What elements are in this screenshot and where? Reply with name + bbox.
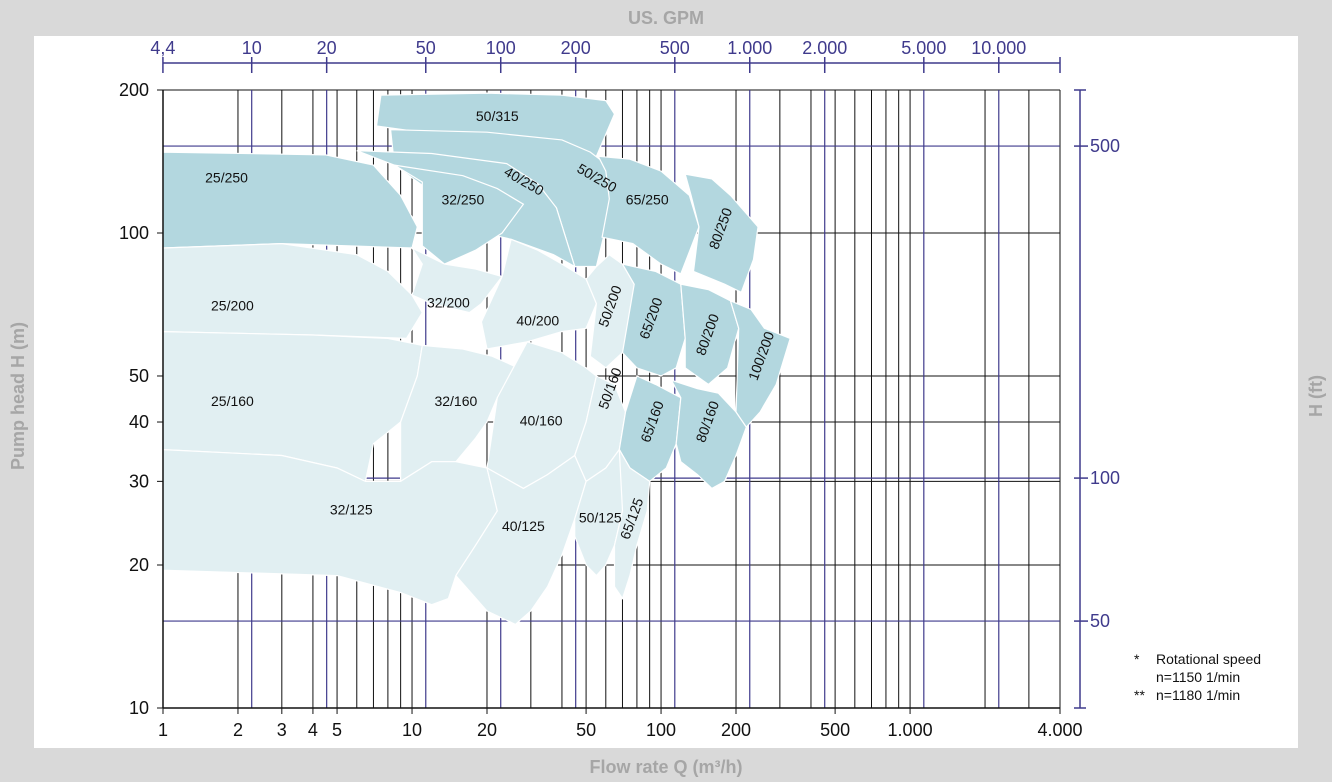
region-label: 50/315 [476, 108, 519, 124]
region-40-200 [480, 238, 598, 350]
x-tick-label: 4 [308, 720, 318, 740]
region-label: 40/125 [502, 518, 545, 534]
note-text-2: n=1150 1/min [1156, 669, 1240, 685]
note-marker-1: * [1134, 651, 1140, 667]
y-tick-label: 100 [119, 223, 149, 243]
x-tick-label: 4.000 [1037, 720, 1082, 740]
region-label: 25/160 [211, 393, 254, 409]
region-65-125 [613, 449, 651, 600]
region-label: 32/125 [330, 502, 373, 518]
y-tick-label: 50 [129, 366, 149, 386]
y-tick-label: 30 [129, 471, 149, 491]
y-tick-label: 20 [129, 555, 149, 575]
x-axis-title: Flow rate Q (m³/h) [590, 757, 743, 777]
note-text-3: n=1180 1/min [1156, 687, 1240, 703]
x-tick-label: 500 [820, 720, 850, 740]
x-tick-label: 5 [332, 720, 342, 740]
y2-tick-label: 50 [1090, 611, 1110, 631]
x2-tick-label: 200 [561, 38, 591, 58]
x2-tick-label: 500 [660, 38, 690, 58]
note-marker-3: ** [1134, 687, 1145, 703]
y2-tick-label: 500 [1090, 136, 1120, 156]
region-50-125 [574, 448, 631, 577]
x2-tick-label: 10 [242, 38, 262, 58]
x-tick-label: 50 [576, 720, 596, 740]
y-tick-label: 40 [129, 412, 149, 432]
x2-tick-label: 50 [416, 38, 436, 58]
region-65-250 [597, 155, 700, 275]
y2-axis-title: H (ft) [1306, 375, 1326, 417]
region-65-200 [621, 263, 686, 377]
region-80-250 [684, 173, 759, 294]
y-axis-title: Pump head H (m) [8, 322, 28, 470]
x2-tick-label: 2.000 [802, 38, 847, 58]
x-tick-label: 1.000 [888, 720, 933, 740]
y2-tick-label: 100 [1090, 468, 1120, 488]
region-32-200 [410, 246, 504, 314]
region-label: 25/250 [205, 170, 248, 186]
x2-tick-label: 10.000 [971, 38, 1026, 58]
speed-notes: * Rotational speed n=1150 1/min ** n=118… [1134, 651, 1261, 703]
x-tick-label: 10 [402, 720, 422, 740]
region-label: 50/125 [579, 510, 622, 526]
region-80-160 [670, 379, 747, 490]
x-tick-label: 200 [721, 720, 751, 740]
x2-tick-label: 1.000 [727, 38, 772, 58]
region-80-200 [680, 283, 740, 386]
region-label: 32/200 [427, 294, 470, 310]
x2-tick-label: 100 [486, 38, 516, 58]
x-tick-label: 2 [233, 720, 243, 740]
region-label: 65/250 [626, 191, 669, 207]
region-label: 32/160 [434, 393, 477, 409]
x2-axis-title: US. GPM [628, 8, 704, 28]
y-tick-label: 10 [129, 698, 149, 718]
region-40-125 [455, 454, 587, 626]
x-tick-label: 1 [158, 720, 168, 740]
x-tick-label: 20 [477, 720, 497, 740]
x-tick-label: 100 [646, 720, 676, 740]
region-label: 40/160 [520, 413, 563, 429]
region-32-160 [400, 344, 529, 483]
region-label: 40/200 [516, 313, 559, 329]
region-label: 32/250 [441, 191, 484, 207]
region-100-200 [729, 299, 791, 429]
x2-tick-label: 5.000 [901, 38, 946, 58]
x2-tick-label: 20 [317, 38, 337, 58]
note-text-1: Rotational speed [1156, 651, 1261, 667]
x-tick-label: 3 [277, 720, 287, 740]
x2-tick-label: 4,4 [150, 38, 175, 58]
region-32-250 [394, 164, 525, 265]
y-tick-label: 200 [119, 80, 149, 100]
region-label: 25/200 [211, 297, 254, 313]
